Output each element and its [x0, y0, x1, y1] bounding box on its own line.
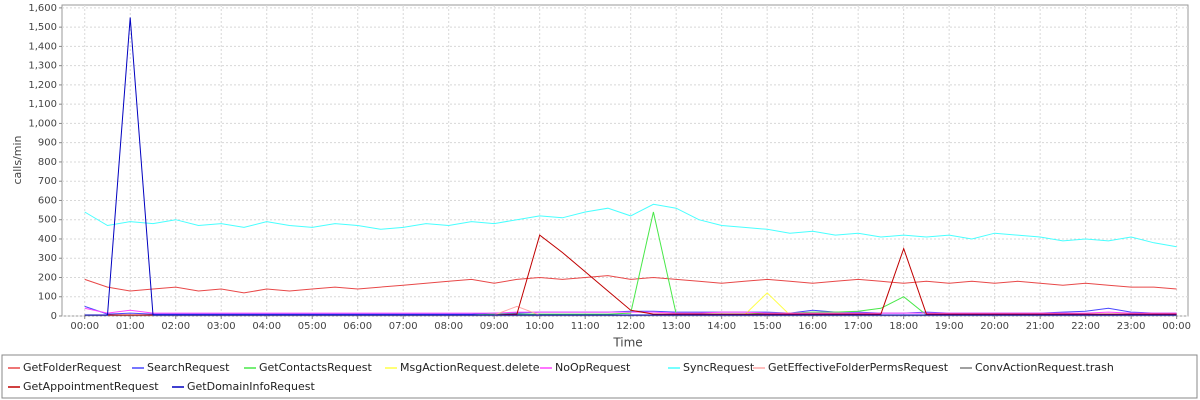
x-tick-label: 10:00 — [525, 321, 554, 332]
x-tick-label: 23:00 — [1117, 321, 1146, 332]
x-tick-label: 01:00 — [116, 321, 145, 332]
y-tick-label: 100 — [38, 292, 57, 303]
y-tick-label: 500 — [38, 215, 57, 226]
y-tick-label: 300 — [38, 253, 57, 264]
legend-label: GetAppointmentRequest — [23, 380, 159, 393]
x-tick-label: 12:00 — [616, 321, 645, 332]
x-tick-label: 05:00 — [298, 321, 327, 332]
x-tick-label: 02:00 — [161, 321, 190, 332]
y-tick-label: 1,100 — [28, 99, 57, 110]
x-tick-label: 11:00 — [571, 321, 600, 332]
x-axis-label: Time — [612, 336, 642, 350]
x-tick-label: 03:00 — [207, 321, 236, 332]
series-line — [84, 307, 1177, 314]
x-tick-label: 19:00 — [935, 321, 964, 332]
legend-label: GetFolderRequest — [23, 361, 122, 374]
y-tick-label: 1,600 — [28, 3, 57, 14]
x-tick-label: 22:00 — [1071, 321, 1100, 332]
y-tick-label: 1,500 — [28, 22, 57, 33]
x-tick-label: 15:00 — [753, 321, 782, 332]
y-tick-label: 0 — [51, 311, 57, 322]
x-tick-label: 07:00 — [389, 321, 418, 332]
x-tick-label: 17:00 — [844, 321, 873, 332]
y-tick-label: 1,000 — [28, 118, 57, 129]
legend-label: GetDomainInfoRequest — [187, 380, 315, 393]
x-tick-label: 04:00 — [252, 321, 281, 332]
x-tick-label: 08:00 — [434, 321, 463, 332]
x-tick-label: 20:00 — [980, 321, 1009, 332]
y-tick-label: 400 — [38, 234, 57, 245]
x-tick-label: 16:00 — [798, 321, 827, 332]
x-tick-label: 09:00 — [480, 321, 509, 332]
x-tick-label: 06:00 — [343, 321, 372, 332]
y-tick-label: 200 — [38, 272, 57, 283]
legend-box — [1, 354, 1198, 399]
y-tick-label: 900 — [38, 138, 57, 149]
series-line — [84, 275, 1177, 294]
x-tick-label: 21:00 — [1026, 321, 1055, 332]
y-tick-label: 1,400 — [28, 41, 57, 52]
y-axis-label: calls/min — [11, 135, 24, 184]
legend-label: GetContactsRequest — [259, 361, 373, 374]
x-tick-label: 00:00 — [1162, 321, 1191, 332]
legend-label: GetEffectiveFolderPermsRequest — [768, 361, 949, 374]
series-line — [84, 17, 1177, 316]
legend-label: SearchRequest — [147, 361, 230, 374]
x-tick-label: 00:00 — [70, 321, 99, 332]
series-line — [84, 203, 1177, 248]
legend-label: SyncRequest — [683, 361, 755, 374]
legend-label: ConvActionRequest.trash — [975, 361, 1114, 374]
legend-label: MsgActionRequest.delete — [400, 361, 540, 374]
x-tick-label: 18:00 — [889, 321, 918, 332]
y-tick-label: 600 — [38, 195, 57, 206]
y-tick-label: 1,300 — [28, 61, 57, 72]
legend-label: NoOpRequest — [555, 361, 631, 374]
plot-area — [61, 4, 1189, 317]
y-tick-label: 800 — [38, 157, 57, 168]
y-tick-label: 1,200 — [28, 80, 57, 91]
x-tick-label: 14:00 — [707, 321, 736, 332]
y-tick-label: 700 — [38, 176, 57, 187]
x-tick-label: 13:00 — [662, 321, 691, 332]
